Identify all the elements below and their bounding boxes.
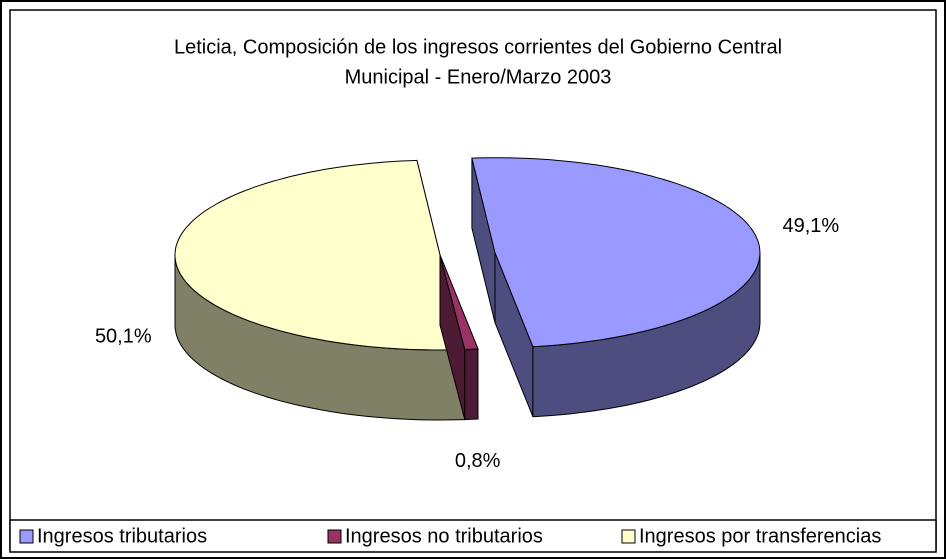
legend-label: Ingresos por transferencias [639,525,881,547]
chart-title: Leticia, Composición de los ingresos cor… [174,36,782,58]
legend-label: Ingresos no tributarios [345,525,543,547]
data-label: 0,8% [455,450,501,472]
data-label: 50,1% [95,326,152,348]
legend-swatch [327,529,342,544]
legend-swatch [621,529,636,544]
legend-frame [9,519,937,553]
slice [174,159,466,351]
legend-label: Ingresos tributarios [37,525,207,547]
slice-wall [464,348,479,421]
slice [471,157,761,348]
data-label: 49,1% [782,215,839,237]
legend-swatch [19,529,34,544]
chart-title: Municipal - Enero/Marzo 2003 [345,66,612,88]
slice [439,254,479,351]
